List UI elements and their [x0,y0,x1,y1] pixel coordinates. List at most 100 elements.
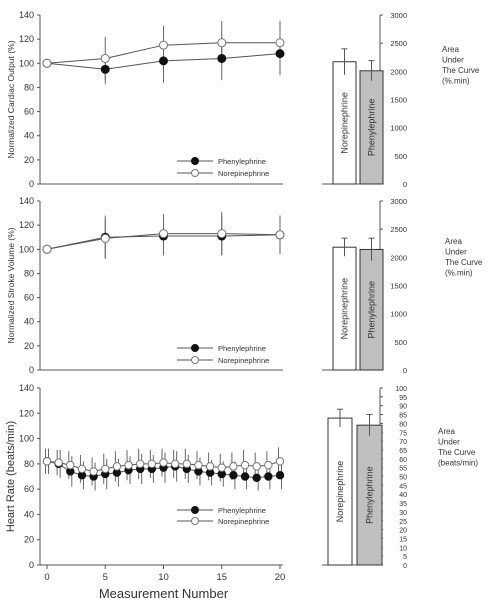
inset-y-tick-label: 1500 [390,282,407,291]
data-point [275,38,285,48]
data-point [275,457,285,466]
inset-axis-label-line: The Curve [445,258,483,267]
legend-label: Norepinephrine [218,517,269,526]
inset-y-tick-label: 80 [399,421,407,428]
inset-y-tick-label: 5 [403,554,407,561]
data-point [100,233,110,243]
y-tick-label: 80 [24,268,34,278]
inset-y-tick-label: 1000 [390,124,407,133]
inset-y-tick-label: 40 [399,492,407,499]
data-point [124,460,133,470]
y-tick-label: 0 [29,560,34,570]
inset-y-tick-label: 3000 [390,197,407,206]
data-point [170,459,180,469]
y-tick-label: 0 [29,365,34,375]
legend-marker [191,157,199,165]
y-tick-label: 80 [24,82,34,92]
y-tick-label: 0 [29,179,34,189]
data-point [275,230,285,240]
inset-bar-label: Norepinephrine [335,461,345,523]
inset-y-tick-label: 2000 [390,253,407,262]
y-tick-label: 140 [19,383,34,393]
legend-marker [191,356,199,364]
data-point [252,473,261,482]
data-point [240,472,250,481]
inset-axis-label-line: Area [442,45,459,54]
y-tick-label: 100 [19,58,34,68]
data-point [66,460,75,470]
inset-axis-label-line: Area [438,427,455,436]
data-point [275,471,285,480]
y-tick-label: 60 [24,107,34,117]
data-point [194,460,203,470]
inset-y-tick-label: 0 [403,563,407,570]
data-point [217,38,227,48]
data-point [182,459,192,469]
y-tick-label: 60 [24,484,34,494]
x-tick-label: 5 [103,572,108,583]
inset-axis-label: Area Under The Curve (%.min) [442,45,480,86]
inset-axis-label-line: The Curve [442,66,480,75]
inset-y-tick-label: 30 [399,510,407,517]
inset-y-tick-label: 25 [399,519,407,526]
inset-bar-label: Norepinephrine [340,278,350,340]
inset-axis-label-line: The Curve [438,448,476,457]
inset-y-tick-label: 500 [394,338,407,347]
chart-panel-1: 0 20 40 60 80 100 120 140 Normalized Cardiac Out… [6,10,480,189]
y-tick-label: 20 [24,155,34,165]
y-axis-label: Heart Rate (beats/min) [5,421,17,532]
y-axis-label: Normalized Stroke Volume (%) [6,227,16,343]
data-point [217,53,227,63]
data-point [159,458,168,467]
inset-axis-label-line: (beats/min) [438,459,478,468]
inset-bar-label: Phenylephrine [367,99,377,157]
inset-axis-label-line: Under [438,438,460,447]
data-point [112,462,122,471]
data-point [217,463,226,472]
inset-bar [327,417,353,566]
legend-marker [191,517,199,525]
x-tick-label: 10 [158,572,169,583]
inset-axis-label-line: (%.min) [445,269,473,278]
inset-y-tick-label: 0 [403,366,407,375]
inset-y-tick-label: 15 [399,536,407,543]
legend-marker [191,169,199,177]
data-point [240,460,250,470]
data-point [252,462,261,471]
inset-y-tick-label: 90 [399,404,407,411]
x-tick-label: 15 [216,572,227,583]
data-point [159,40,168,50]
legend-label: Norepinephrine [218,169,269,178]
y-tick-label: 120 [19,220,34,230]
data-point [42,244,52,254]
legend-marker [191,506,199,514]
legend-label: Phenylephrine [218,344,266,353]
y-tick-label: 120 [19,34,34,44]
data-point [77,464,87,474]
data-point [89,467,98,476]
inset-y-tick-label: 65 [399,448,407,455]
inset-y-tick-label: 2500 [390,39,407,48]
data-point [100,64,110,74]
y-tick-label: 40 [24,131,34,141]
data-point [54,458,63,467]
inset-y-tick-label: 95 [399,395,407,402]
data-point [42,58,52,68]
x-tick-label: 20 [275,572,286,583]
y-tick-label: 140 [19,196,34,206]
inset-y-tick-label: 1500 [390,96,407,105]
data-point [159,229,168,239]
y-tick-label: 40 [24,509,34,519]
data-point [136,459,145,469]
inset-axis-label-line: Area [445,237,462,246]
data-point [205,462,215,471]
inset-axis-label-line: Under [445,248,467,257]
legend-label: Phenylephrine [218,506,266,515]
inset-bar-label: Phenylephrine [365,466,375,524]
y-axis-label: Normalized Cardiac Output (%) [6,40,16,158]
inset-y-tick-label: 500 [394,152,407,161]
data-point [101,464,110,474]
data-point [264,472,273,481]
inset-y-tick-label: 2500 [390,225,407,234]
